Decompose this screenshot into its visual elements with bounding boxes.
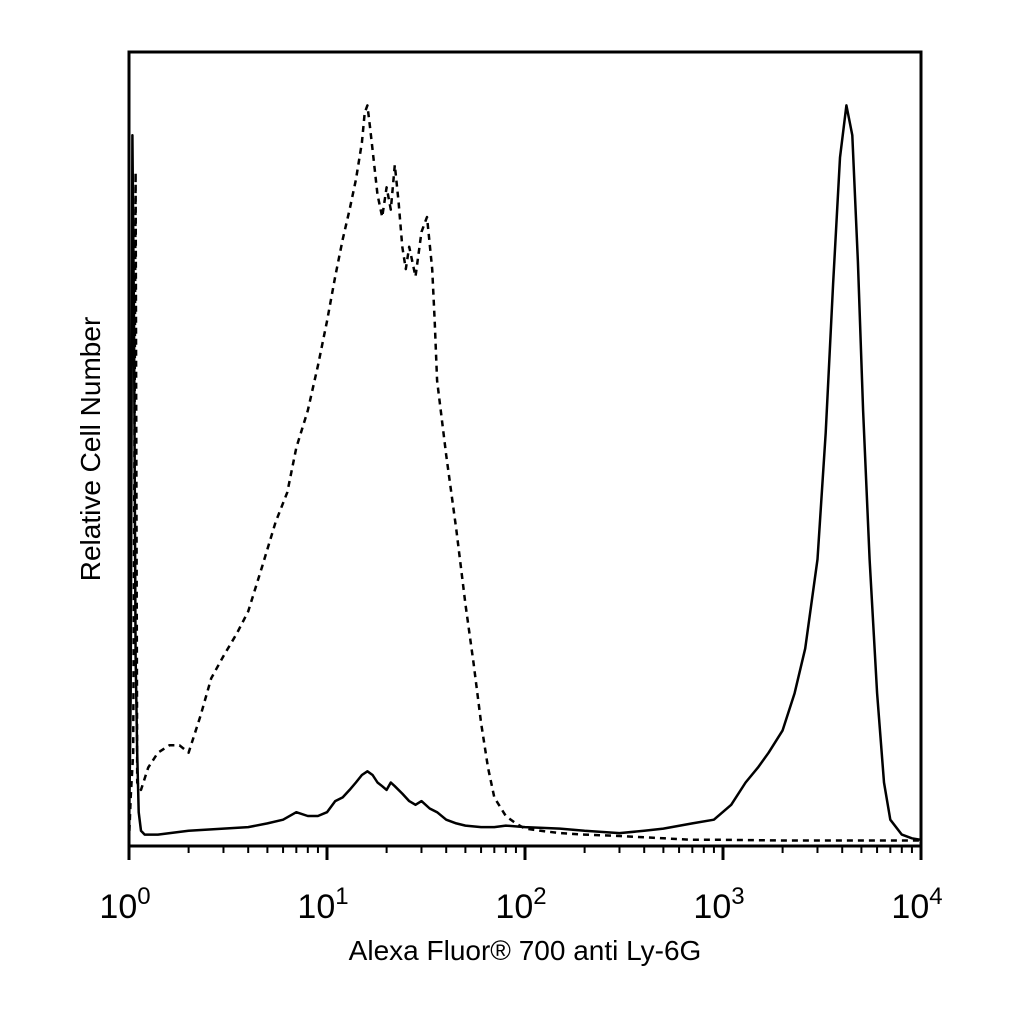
x-tick-label: 100: [99, 883, 150, 926]
x-tick-label: 104: [891, 883, 942, 926]
x-axis-label: Alexa Fluor® 700 anti Ly-6G: [349, 935, 702, 966]
x-axis: 100 101 102 103 104: [99, 846, 943, 926]
series-dashed-line: [127, 104, 921, 843]
x-tick-label: 102: [495, 883, 546, 926]
x-tick-label: 103: [693, 883, 744, 926]
series-solid-line: [127, 104, 922, 843]
plot-frame: [127, 50, 923, 848]
y-axis-label: Relative Cell Number: [75, 317, 106, 582]
series-layer: [127, 104, 922, 843]
x-tick-label: 101: [297, 883, 348, 926]
